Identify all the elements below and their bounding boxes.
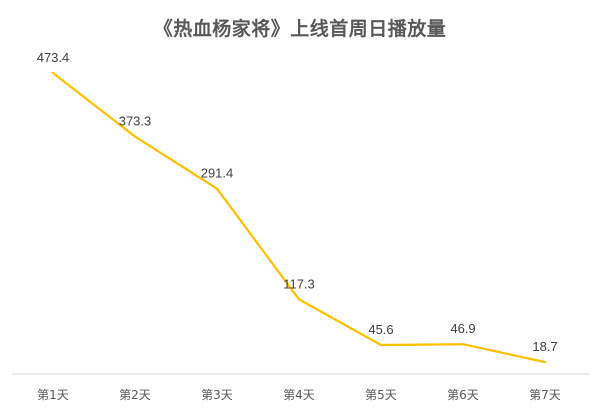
x-tick-label: 第1天	[37, 388, 69, 402]
data-label: 18.7	[532, 339, 557, 354]
x-tick-label: 第6天	[447, 388, 479, 402]
data-point	[543, 360, 547, 364]
x-tick-label: 第4天	[283, 388, 315, 402]
x-tick-label: 第3天	[201, 388, 233, 402]
x-tick-labels-group: 第1天 第2天 第3天 第4天 第5天 第6天 第7天	[37, 388, 561, 402]
data-labels-group: 473.4 373.3 291.4 117.3 45.6 46.9 18.7	[37, 50, 558, 354]
series-group	[51, 71, 547, 364]
chart-title: 《热血杨家将》上线首周日播放量	[153, 18, 447, 40]
data-point	[297, 298, 301, 301]
data-point	[215, 187, 219, 190]
data-label: 291.4	[201, 166, 234, 181]
data-label: 45.6	[368, 322, 393, 337]
data-point	[379, 343, 383, 347]
data-label: 373.3	[119, 114, 152, 129]
data-label: 46.9	[450, 321, 475, 336]
x-tick-label: 第2天	[119, 388, 151, 402]
x-tick-label: 第7天	[529, 388, 561, 402]
data-label: 473.4	[37, 50, 70, 65]
data-label: 117.3	[283, 276, 315, 291]
data-point	[133, 135, 137, 138]
x-tick-label: 第5天	[365, 388, 397, 402]
data-point	[51, 71, 55, 75]
data-point	[461, 343, 465, 346]
